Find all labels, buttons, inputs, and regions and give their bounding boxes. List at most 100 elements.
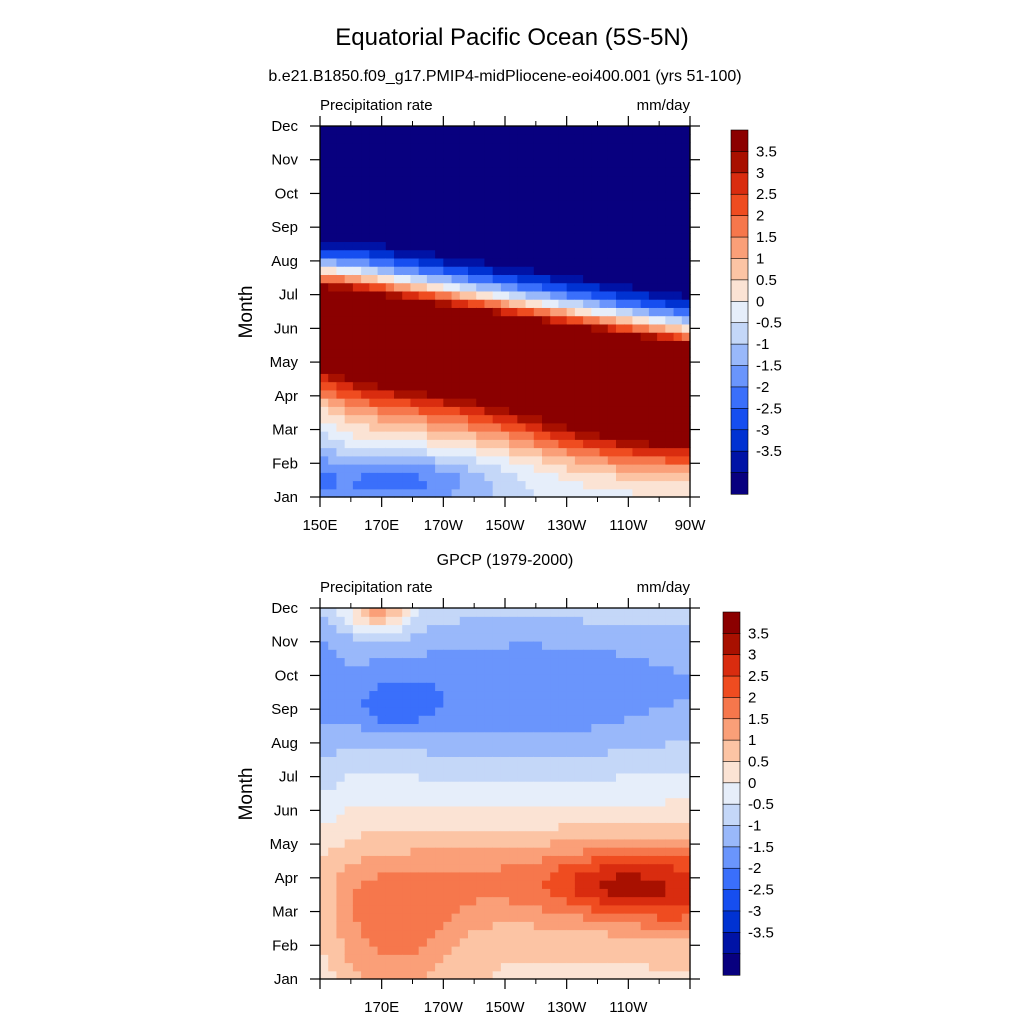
field-cell — [599, 657, 609, 667]
field-cell — [336, 756, 346, 766]
field-cell — [443, 805, 453, 815]
field-cell — [320, 422, 329, 432]
field-cell — [574, 315, 584, 325]
field-cell — [426, 739, 436, 749]
field-cell — [574, 748, 584, 757]
field-cell — [344, 389, 354, 399]
field-cell — [517, 464, 527, 473]
field-cell — [533, 698, 543, 708]
field-cell — [320, 698, 329, 708]
field-cell — [648, 381, 658, 391]
field-cell — [410, 249, 420, 259]
field-cell — [435, 274, 444, 284]
field-cell — [394, 488, 403, 498]
field-cell — [607, 731, 617, 741]
field-cell — [426, 455, 436, 465]
field-cell — [616, 208, 625, 218]
field-cell — [607, 706, 617, 716]
field-cell — [377, 805, 387, 815]
field-cell — [542, 616, 551, 626]
field-cell — [665, 365, 675, 374]
field-cell — [344, 381, 354, 391]
field-cell — [500, 706, 510, 716]
panel-units-label: mm/day — [637, 97, 691, 114]
field-cell — [385, 422, 395, 432]
field-cell — [533, 414, 543, 424]
field-cell — [451, 838, 461, 848]
field-cell — [607, 340, 617, 350]
field-cell — [361, 290, 370, 300]
field-cell — [336, 888, 346, 898]
field-cell — [369, 150, 379, 160]
field-cell — [632, 274, 642, 284]
field-cell — [336, 913, 346, 922]
field-cell — [517, 431, 527, 440]
field-cell — [492, 797, 502, 807]
field-cell — [632, 616, 642, 626]
field-cell — [443, 356, 453, 366]
field-cell — [624, 249, 634, 259]
field-cell — [599, 871, 609, 881]
field-cell — [657, 340, 666, 350]
field-cell — [533, 665, 543, 675]
field-cell — [632, 673, 642, 683]
field-cell — [328, 863, 338, 873]
field-cell — [377, 439, 387, 449]
field-cell — [328, 142, 338, 152]
field-cell — [533, 756, 543, 766]
field-cell — [640, 381, 650, 391]
field-cell — [591, 332, 601, 341]
field-cell — [616, 224, 625, 234]
field-cell — [542, 348, 551, 358]
field-cell — [468, 731, 477, 741]
field-cell — [632, 649, 642, 659]
field-cell — [665, 673, 675, 683]
field-cell — [369, 921, 379, 931]
field-cell — [648, 706, 658, 716]
field-cell — [352, 249, 362, 259]
field-cell — [377, 216, 387, 226]
field-cell — [657, 632, 666, 642]
field-cell — [624, 274, 634, 284]
field-cell — [361, 282, 370, 292]
field-cell — [352, 937, 362, 947]
field-cell — [574, 365, 584, 374]
field-cell — [566, 447, 576, 457]
field-cell — [443, 381, 453, 391]
field-cell — [583, 673, 592, 683]
field-cell — [344, 340, 354, 350]
field-cell — [665, 290, 675, 300]
field-cell — [476, 789, 486, 799]
field-cell — [681, 855, 691, 865]
field-cell — [443, 142, 453, 152]
field-cell — [410, 348, 420, 358]
field-cell — [344, 640, 354, 650]
field-cell — [640, 224, 650, 234]
field-cell — [566, 921, 576, 931]
field-cell — [632, 756, 642, 766]
field-cell — [616, 365, 625, 374]
field-cell — [402, 814, 412, 823]
field-cell — [418, 406, 428, 416]
field-cell — [385, 208, 395, 218]
field-cell — [607, 739, 617, 749]
field-cell — [385, 134, 395, 144]
field-cell — [648, 134, 658, 144]
field-cell — [361, 946, 370, 955]
field-cell — [336, 389, 346, 399]
field-cell — [558, 348, 568, 358]
field-cell — [484, 649, 494, 659]
field-cell — [402, 673, 412, 683]
field-cell — [500, 134, 510, 144]
field-cell — [328, 134, 338, 144]
field-cell — [352, 241, 362, 251]
field-cell — [328, 723, 338, 733]
field-cell — [657, 455, 666, 465]
field-cell — [492, 805, 502, 815]
field-cell — [665, 266, 675, 275]
field-cell — [459, 126, 469, 135]
field-cell — [492, 340, 502, 350]
field-cell — [574, 431, 584, 440]
field-cell — [542, 904, 551, 914]
field-cell — [566, 649, 576, 659]
